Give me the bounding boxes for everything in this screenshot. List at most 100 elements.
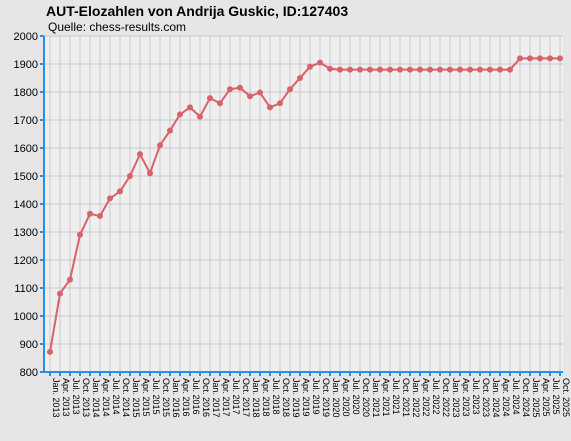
x-tick-label: Oct. 2016 [201,378,211,417]
y-tick-label: 1900 [14,59,38,71]
data-point [487,66,493,73]
x-tick-label: Jul. 2025 [551,378,561,415]
x-tick-label: Jan. 2020 [331,378,341,418]
data-point [57,290,63,297]
data-point [337,66,343,73]
y-tick-label: 1200 [14,255,38,267]
data-point [457,66,463,73]
x-tick-label: Oct. 2017 [241,378,251,417]
x-tick-label: Jul. 2013 [71,378,81,415]
data-point [387,66,393,73]
data-point [147,170,153,177]
x-tick-label: Apr. 2015 [141,378,151,417]
data-point [77,231,83,238]
data-point [177,111,183,118]
data-point [237,84,243,91]
x-tick-label: Oct. 2018 [281,378,291,417]
series-line [49,57,560,353]
x-tick-label: Jul. 2016 [191,378,201,415]
x-tick-label: Jan. 2016 [171,378,181,418]
data-point [267,104,273,111]
x-tick-label: Apr. 2019 [301,378,311,417]
x-tick-label: Jan. 2019 [291,378,301,418]
data-point [247,93,253,100]
data-point [317,59,323,66]
data-point [127,173,133,179]
x-tick-label: Oct. 2019 [321,378,331,417]
x-tick-label: Oct. 2022 [441,378,451,417]
data-point [157,142,163,149]
data-point [517,55,523,62]
data-point [197,113,203,120]
x-tick-label: Apr. 2025 [541,378,551,417]
x-tick-label: Jan. 2021 [371,378,381,418]
x-tick-label: Jul. 2021 [391,378,401,415]
data-point [257,89,263,96]
y-tick-label: 1400 [14,199,38,211]
data-point [427,66,433,73]
data-point [167,127,173,134]
data-point [407,66,413,73]
x-tick-label: Oct. 2021 [401,378,411,417]
x-tick-label: Jul. 2024 [511,378,521,415]
data-point [507,66,513,73]
x-tick-label: Jul. 2022 [431,378,441,415]
y-tick-label: 1500 [14,171,38,183]
data-point [97,213,103,220]
x-tick-label: Jan. 2014 [91,378,101,418]
data-point [397,66,403,73]
y-tick-label: 1600 [14,143,38,155]
x-tick-label: Oct. 2020 [361,378,371,417]
x-tick-label: Apr. 2021 [381,378,391,417]
y-tick-label: 1000 [14,311,38,323]
x-tick-label: Jan. 2023 [451,378,461,418]
x-tick-label: Apr. 2022 [421,378,431,417]
data-point [527,55,533,62]
x-tick-label: Jul. 2020 [351,378,361,415]
x-tick-label: Jan. 2024 [491,378,501,418]
x-tick-label: Oct. 2025 [561,378,571,417]
data-point [547,55,553,62]
y-tick-label: 2000 [14,31,38,43]
data-point [557,55,563,62]
y-tick-label: 1300 [14,227,38,239]
x-tick-label: Oct. 2014 [121,378,131,417]
data-point [87,210,93,217]
data-point [467,66,473,73]
x-tick-label: Oct. 2024 [521,378,531,417]
data-point [187,104,193,111]
x-tick-label: Apr. 2013 [61,378,71,417]
data-point [537,55,543,62]
data-point [497,66,503,73]
data-point [327,65,333,72]
data-point [357,66,363,73]
x-tick-label: Jul. 2019 [311,378,321,415]
data-point [377,66,383,73]
chart-subtitle: Quelle: chess-results.com [48,20,186,34]
x-tick-label: Jan. 2022 [411,378,421,418]
x-tick-label: Apr. 2014 [101,378,111,417]
x-tick-label: Jul. 2014 [111,378,121,415]
data-point [417,66,423,73]
chart-title: AUT-Elozahlen von Andrija Guskic, ID:127… [46,3,348,19]
data-point [477,66,483,73]
data-point [227,86,233,93]
data-point [67,276,73,283]
x-tick-label: Apr. 2016 [181,378,191,417]
data-point [217,100,223,107]
data-point [347,66,353,73]
x-tick-label: Apr. 2017 [221,378,231,417]
y-tick-label: 1100 [14,283,38,295]
x-tick-label: Jul. 2015 [151,378,161,415]
x-tick-label: Apr. 2018 [261,378,271,417]
data-point [437,66,443,73]
data-point [307,63,313,70]
data-point [107,195,113,202]
y-tick-label: 900 [20,339,38,351]
x-tick-label: Jan. 2018 [251,378,261,418]
data-point [297,75,303,81]
x-tick-label: Jan. 2015 [131,378,141,418]
x-tick-label: Oct. 2015 [161,378,171,417]
data-point [207,95,213,102]
